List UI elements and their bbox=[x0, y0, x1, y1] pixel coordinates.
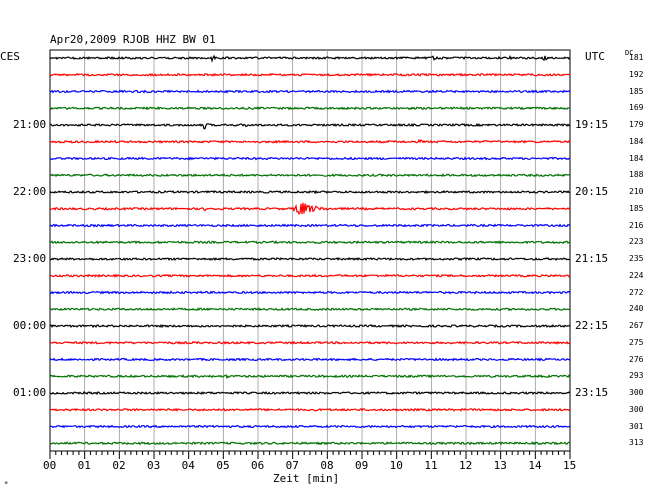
x-tick-label: 14 bbox=[528, 459, 542, 472]
utc-time-label: 19:15 bbox=[575, 118, 609, 131]
local-time-header: CES bbox=[0, 50, 20, 63]
dc-offset-label: 300 bbox=[629, 388, 644, 397]
trace-line bbox=[49, 138, 571, 144]
local-time-label: 00:00 bbox=[13, 319, 47, 332]
x-tick-label: 06 bbox=[251, 459, 265, 472]
dc-offset-label: 300 bbox=[629, 404, 644, 414]
trace-line bbox=[49, 290, 571, 295]
x-tick-label: 01 bbox=[77, 459, 91, 472]
dc-offset-label: 210 bbox=[629, 187, 644, 196]
dc-offset-label: 216 bbox=[629, 220, 644, 230]
trace-line bbox=[49, 156, 571, 161]
dc-offset-label: 313 bbox=[629, 438, 644, 448]
trace-line bbox=[49, 441, 571, 446]
x-tick-label: 12 bbox=[459, 459, 473, 472]
trace-line bbox=[49, 106, 571, 111]
dc-offset-label: 276 bbox=[629, 354, 644, 364]
trace-line bbox=[49, 173, 571, 178]
x-tick-label: 10 bbox=[389, 459, 403, 472]
x-tick-label: 03 bbox=[147, 459, 161, 472]
x-tick-label: 11 bbox=[424, 459, 438, 472]
trace-line bbox=[49, 189, 571, 195]
corner-mark: * bbox=[4, 480, 9, 488]
trace-line bbox=[49, 240, 571, 245]
dc-offset-label: 235 bbox=[629, 254, 644, 263]
trace-line bbox=[49, 223, 571, 228]
utc-time-label: 23:15 bbox=[575, 386, 609, 399]
dc-offset-label: 169 bbox=[629, 103, 644, 113]
trace-line bbox=[49, 357, 571, 362]
trace-line bbox=[49, 407, 571, 412]
local-time-label: 01:00 bbox=[13, 386, 47, 399]
trace-line bbox=[49, 340, 571, 345]
trace-line bbox=[49, 323, 571, 329]
x-tick-label: 02 bbox=[112, 459, 126, 472]
trace-line bbox=[49, 374, 571, 380]
dc-offset-label: 185 bbox=[629, 86, 644, 96]
trace-line bbox=[49, 273, 571, 278]
x-tick-label: 04 bbox=[181, 459, 195, 472]
trace-line bbox=[49, 89, 571, 94]
x-tick-label: 07 bbox=[285, 459, 299, 472]
dc-offset-label: 181 bbox=[629, 53, 644, 62]
dc-offset-label: 179 bbox=[629, 120, 644, 129]
x-tick-label: 09 bbox=[355, 459, 369, 472]
utc-time-label: 20:15 bbox=[575, 185, 609, 198]
trace-line bbox=[49, 72, 571, 77]
dc-offset-label: 184 bbox=[629, 136, 644, 146]
dc-offset-label: 293 bbox=[629, 371, 644, 381]
utc-time-header: UTC bbox=[585, 50, 605, 63]
dc-offset-label: 188 bbox=[629, 170, 644, 180]
utc-time-label: 21:15 bbox=[575, 252, 609, 265]
local-time-label: 21:00 bbox=[13, 118, 47, 131]
plot-frame bbox=[49, 49, 571, 452]
x-tick-label: 15 bbox=[563, 459, 577, 472]
dc-offset-label: 275 bbox=[629, 337, 644, 347]
x-tick-label: 08 bbox=[320, 459, 334, 472]
trace-line bbox=[49, 202, 571, 215]
dc-offset-label: 240 bbox=[629, 304, 644, 314]
dc-offset-header: DC bbox=[625, 49, 634, 57]
x-tick-label: 13 bbox=[493, 459, 507, 472]
dc-offset-label: 224 bbox=[629, 270, 644, 280]
x-tick-label: 05 bbox=[216, 459, 230, 472]
trace-line bbox=[49, 54, 571, 63]
utc-time-label: 22:15 bbox=[575, 319, 609, 332]
trace-line bbox=[49, 256, 571, 262]
local-time-label: 22:00 bbox=[13, 185, 47, 198]
local-time-label: 23:00 bbox=[13, 252, 47, 265]
x-axis-label: Zeit [min] bbox=[273, 472, 340, 485]
x-tick-label: 00 bbox=[43, 459, 57, 472]
dc-offset-label: 185 bbox=[629, 203, 644, 213]
dc-offset-label: 272 bbox=[629, 287, 644, 297]
dc-offset-label: 184 bbox=[629, 153, 644, 163]
trace-line bbox=[49, 122, 571, 130]
dc-offset-label: 301 bbox=[629, 421, 644, 431]
trace-line bbox=[49, 307, 571, 312]
dc-offset-label: 267 bbox=[629, 321, 644, 330]
dc-offset-label: 223 bbox=[629, 237, 644, 247]
trace-line bbox=[49, 424, 571, 429]
trace-line bbox=[49, 390, 571, 396]
dc-offset-label: 192 bbox=[629, 69, 644, 79]
chart-title: Apr20,2009 RJOB HHZ BW 01 bbox=[50, 33, 216, 46]
